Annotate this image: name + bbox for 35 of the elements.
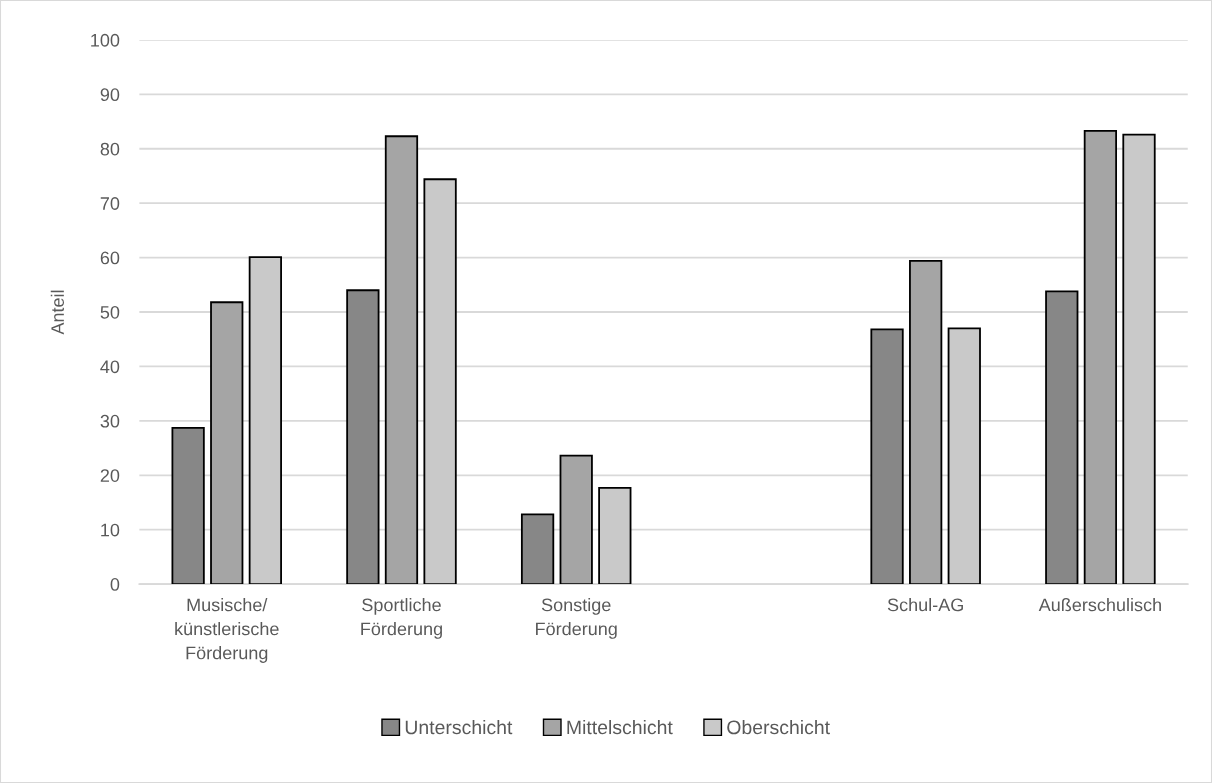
- y-tick-label: 100: [91, 33, 120, 47]
- bar: [947, 327, 981, 585]
- bar: [598, 486, 632, 585]
- bar: [909, 259, 943, 585]
- bar: [1122, 133, 1156, 585]
- y-tick-label: 10: [101, 523, 120, 537]
- bar: [1083, 129, 1118, 585]
- y-tick-label: 20: [100, 469, 120, 482]
- bar: [520, 513, 555, 585]
- y-axis-title: Anteil: [50, 290, 65, 335]
- bar: [346, 289, 380, 585]
- bar: [171, 427, 205, 585]
- bar: [1045, 290, 1079, 585]
- bar: [559, 454, 593, 585]
- y-tick-label: 90: [100, 88, 120, 102]
- legend-label: Mittelschicht: [567, 719, 673, 735]
- legend-label: Unterschicht: [405, 719, 513, 735]
- x-tick-label: Sonstige Förderung: [536, 598, 617, 639]
- bar: [248, 256, 282, 585]
- x-tick-label: Außerschulisch: [1038, 598, 1161, 612]
- y-tick-label: 50: [100, 305, 120, 319]
- bar: [384, 135, 419, 585]
- y-tick-label: 40: [100, 360, 120, 374]
- x-tick-label: Schul-AG: [887, 598, 963, 612]
- y-tick-label: 30: [100, 414, 120, 428]
- bar: [423, 178, 457, 585]
- bar: [210, 301, 244, 585]
- y-tick-label: 60: [100, 251, 120, 265]
- x-tick-label: Musische/ künstlerische Förderung: [175, 598, 279, 663]
- y-tick-label: 70: [100, 197, 120, 210]
- y-tick-label: 0: [110, 578, 120, 591]
- legend-label: Oberschicht: [727, 719, 830, 735]
- x-tick-label: Sportliche Förderung: [361, 598, 442, 639]
- bar: [870, 328, 904, 585]
- y-tick-label: 80: [100, 142, 120, 156]
